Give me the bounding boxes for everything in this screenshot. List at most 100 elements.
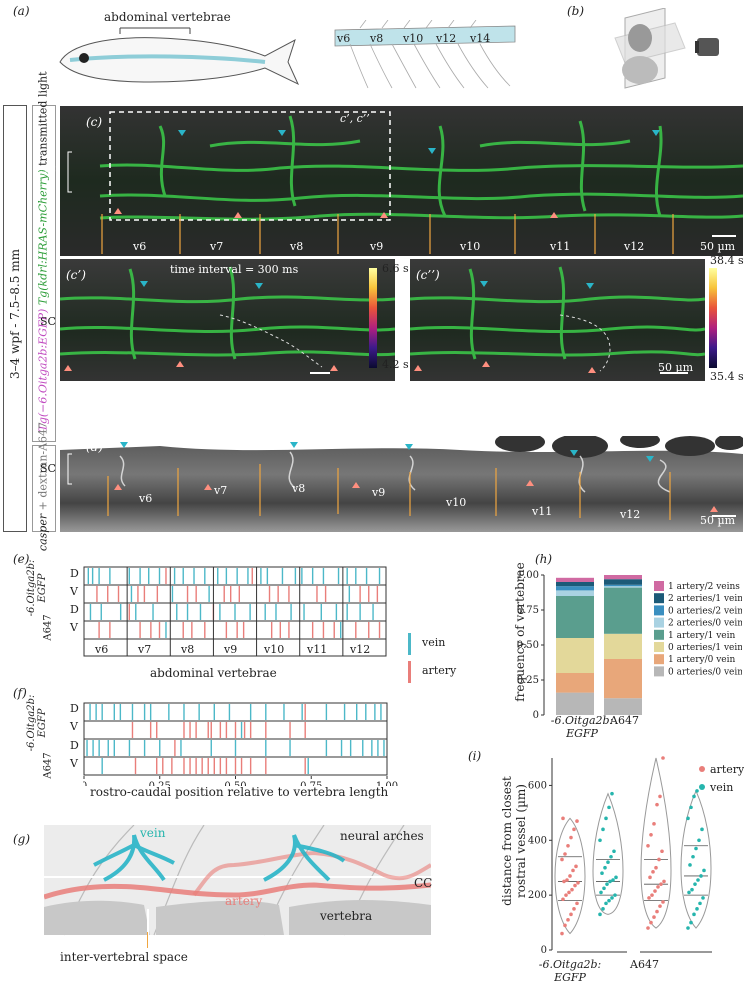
panel-a-v14: v14 bbox=[470, 32, 491, 45]
panel-e-xlabel: abdominal vertebrae bbox=[150, 666, 277, 680]
panel-c1-interval: time interval = 300 ms bbox=[170, 263, 299, 276]
panel-i-point bbox=[598, 838, 602, 843]
panel-i-point bbox=[566, 843, 570, 848]
panel-d-image bbox=[60, 436, 743, 532]
age-box bbox=[3, 105, 27, 532]
panel-i-point bbox=[563, 852, 567, 856]
panel-i-point bbox=[657, 857, 661, 862]
panel-c-inset-label: c’, c’’ bbox=[340, 112, 370, 125]
panel-a-v12: v12 bbox=[436, 32, 457, 45]
panel-i-point bbox=[574, 864, 578, 869]
panel-c-v9: v9 bbox=[370, 240, 384, 253]
panel-h-bar-segment bbox=[604, 579, 642, 585]
panel-e-group2: A647 bbox=[42, 614, 54, 641]
panel-i-ytick-label: 0 bbox=[541, 945, 547, 956]
panel-i-ytick-label: 400 bbox=[528, 835, 547, 846]
panel-i-point bbox=[689, 805, 693, 810]
panel-h-bar-segment bbox=[556, 586, 594, 591]
panel-e-v11: v11 bbox=[307, 643, 328, 656]
panel-g-vertebra: vertebra bbox=[320, 909, 373, 923]
panel-i-point bbox=[600, 871, 604, 875]
panel-i-legend-label: vein bbox=[709, 781, 733, 794]
panel-i-point bbox=[609, 854, 613, 859]
panel-g-neural: neural arches bbox=[340, 829, 424, 843]
panel-i-point bbox=[656, 885, 660, 889]
panel-c-scale: 50 µm bbox=[700, 240, 736, 253]
panel-e-row-d1: D bbox=[70, 567, 79, 580]
panel-i-point bbox=[690, 887, 694, 892]
colorbar-c1 bbox=[369, 268, 377, 368]
panel-i-point bbox=[686, 926, 690, 930]
panel-i-point bbox=[607, 805, 611, 810]
panel-i-ytick-label: 200 bbox=[528, 890, 547, 901]
panel-h-legend-label: 0 arteries/1 vein bbox=[668, 643, 742, 653]
panel-h-xcat1-line1: -6.Oitga2b: bbox=[550, 714, 614, 727]
panel-c-sc: SC bbox=[40, 163, 56, 176]
panel-f-xtick-label: 0.50 bbox=[224, 781, 246, 786]
panel-i-point bbox=[646, 843, 650, 848]
panel-i-xcat1-line1: -6.Oitga2b: bbox=[538, 958, 602, 971]
panel-e-v12: v12 bbox=[350, 643, 371, 656]
legend-artery-label: artery bbox=[422, 664, 457, 677]
panel-e-label-row bbox=[83, 638, 387, 657]
panel-label-i: (i) bbox=[468, 749, 482, 763]
panel-a-v10: v10 bbox=[403, 32, 424, 45]
panel-i-point bbox=[648, 875, 652, 880]
panel-a-title: abdominal vertebrae bbox=[104, 10, 231, 24]
panel-label-c1: (c’) bbox=[66, 268, 86, 282]
panel-i-point bbox=[562, 879, 566, 884]
panel-i-point bbox=[650, 893, 654, 897]
panel-label-f: (f) bbox=[13, 686, 27, 700]
panel-c-v8: v8 bbox=[290, 240, 304, 253]
panel-i-point bbox=[658, 794, 662, 799]
panel-h-legend-label: 2 arteries/0 veins bbox=[668, 619, 742, 629]
panel-h-legend-label: 2 arteries/1 vein bbox=[668, 594, 742, 604]
panel-g-cc: CC bbox=[414, 876, 433, 890]
panel-h-ytick-label: 0.50 bbox=[517, 640, 539, 651]
panel-h-legend-swatch bbox=[654, 642, 664, 652]
panel-i-point bbox=[662, 879, 666, 884]
panel-i-point bbox=[561, 816, 565, 821]
panel-g-ivs-arrow bbox=[147, 932, 148, 948]
panel-i-point bbox=[654, 865, 658, 870]
panel-f-row-v1: V bbox=[70, 720, 78, 733]
panel-h-legend-label: 1 artery/2 veins bbox=[668, 582, 740, 592]
panel-i-point bbox=[569, 835, 573, 840]
panel-e-chart bbox=[83, 566, 387, 657]
panel-e-v6: v6 bbox=[95, 643, 109, 656]
panel-g-schematic bbox=[44, 825, 431, 945]
panel-h-bar-segment bbox=[604, 698, 642, 715]
panel-d-sc: SC bbox=[40, 462, 56, 475]
panel-c-v10: v10 bbox=[460, 240, 481, 253]
panel-i-xcat1: -6.Oitga2b: EGFP bbox=[525, 958, 615, 984]
panel-i-point bbox=[692, 912, 696, 917]
panel-d-scale: 50 µm bbox=[700, 514, 736, 527]
panel-i-point bbox=[695, 789, 699, 793]
panel-i-point bbox=[576, 881, 580, 885]
panel-c-v12: v12 bbox=[624, 240, 645, 253]
panel-i-point bbox=[658, 904, 662, 908]
panel-i-point bbox=[614, 875, 618, 880]
panel-h-legend-swatch bbox=[654, 617, 664, 628]
panel-h-legend-swatch bbox=[654, 581, 664, 591]
panel-h-xcat1-line2: EGFP bbox=[566, 727, 598, 740]
panel-f-group2: A647 bbox=[42, 752, 54, 779]
panel-i-point bbox=[655, 909, 659, 914]
panel-c2-vessels bbox=[410, 266, 705, 374]
tg-box bbox=[32, 105, 56, 442]
panel-i-point bbox=[608, 879, 612, 884]
colorbar-c2-min: 35.4 s bbox=[710, 370, 744, 383]
panel-i-point bbox=[652, 822, 656, 826]
vertebrae-illustration bbox=[334, 20, 516, 89]
panel-h-bar-segment bbox=[604, 587, 642, 634]
panel-f-xtick-label: 0.25 bbox=[149, 781, 171, 786]
panel-g-vein: vein bbox=[140, 826, 166, 840]
panel-i-point bbox=[702, 868, 706, 873]
panel-e-v7: v7 bbox=[138, 643, 152, 656]
panel-i-point bbox=[689, 920, 693, 925]
panel-i-point bbox=[646, 926, 650, 930]
panel-i-point bbox=[687, 890, 691, 895]
panel-f-chart: 0 0.25 0.50 0.75 1.00 bbox=[83, 702, 398, 786]
panel-h-ytick-label: 1.00 bbox=[517, 570, 539, 581]
panel-i-point bbox=[655, 802, 659, 807]
